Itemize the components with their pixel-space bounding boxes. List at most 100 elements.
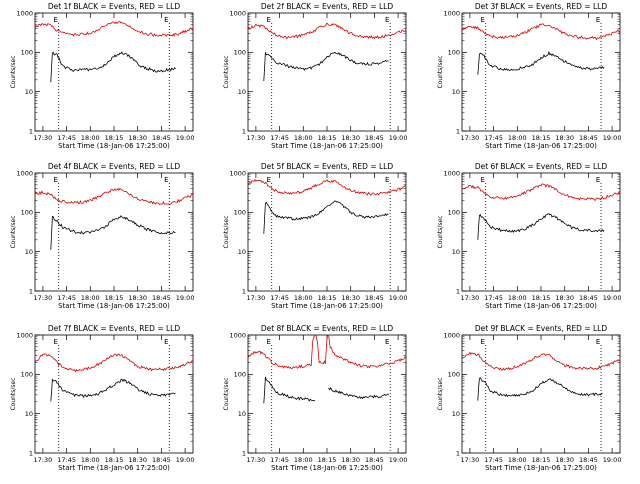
chart-5-ytick-label: 1	[242, 287, 246, 295]
chart-5-xtick-label: 18:00	[294, 294, 313, 302]
chart-3-ylabel: Counts/sec	[437, 55, 444, 88]
chart-2-series-lld	[247, 22, 407, 40]
chart-6-xtick-label: 19:00	[603, 294, 622, 302]
chart-5-ylabel: Counts/sec	[223, 215, 230, 248]
chart-2-ylabel: Counts/sec	[223, 55, 230, 88]
chart-7-ytick-label: 100	[21, 371, 33, 379]
chart-5-series-lld	[247, 178, 407, 196]
chart-3-marker-label: E	[596, 16, 600, 24]
chart-2-ytick-label: 1000	[229, 9, 246, 17]
chart-5-xtick-label: 19:00	[389, 294, 408, 302]
chart-6-xtick-label: 17:30	[461, 294, 480, 302]
chart-6-ytick-label: 100	[448, 209, 460, 217]
chart-3-ytick-label: 100	[448, 49, 460, 57]
chart-5-title: Det 5f BLACK = Events, RED = LLD	[261, 162, 394, 171]
chart-9-title: Det 9f BLACK = Events, RED = LLD	[475, 324, 608, 333]
chart-7-ytick-label: 10	[25, 410, 33, 418]
chart-8-xtick-label: 18:00	[294, 456, 313, 464]
chart-1-series-lld	[34, 21, 194, 37]
chart-4-xtick-label: 19:00	[176, 294, 195, 302]
chart-1: Det 1f BLACK = Events, RED = LLD 1 10 100 10…	[10, 2, 194, 150]
chart-8-ytick-label: 1000	[229, 331, 246, 339]
chart-9-xtick-label: 18:30	[555, 456, 574, 464]
chart-5-ytick-label: 100	[234, 209, 246, 217]
chart-6-ytick-label: 1	[456, 287, 460, 295]
chart-2: Det 2f BLACK = Events, RED = LLD 1 10 100 10…	[223, 2, 407, 150]
chart-2-ytick-label: 1	[242, 127, 246, 135]
chart-9-xtick-label: 18:00	[508, 456, 527, 464]
chart-6-ytick-label: 10	[452, 248, 460, 256]
chart-3-ytick-label: 10	[452, 88, 460, 96]
chart-8-ytick-label: 1	[242, 449, 246, 457]
chart-7-xtick-label: 17:45	[57, 456, 76, 464]
chart-1-xlabel: Start Time (18-Jan-06 17:25:00)	[58, 142, 170, 150]
chart-6-xtick-label: 18:30	[555, 294, 574, 302]
chart-9-ytick-label: 100	[448, 371, 460, 379]
chart-9-ytick-label: 1	[456, 449, 460, 457]
chart-6-marker-label: E	[596, 176, 600, 184]
chart-5-xtick-label: 17:30	[247, 294, 266, 302]
chart-4-series-lld	[34, 187, 194, 206]
chart-4-xtick-label: 17:30	[34, 294, 53, 302]
chart-1-xtick-label: 19:00	[176, 134, 195, 142]
chart-9: Det 9f BLACK = Events, RED = LLD 1 10 100 10…	[437, 324, 621, 472]
chart-1-xtick-label: 17:45	[57, 134, 76, 142]
chart-4-marker-label: E	[53, 176, 57, 184]
chart-6-marker-label: E	[480, 176, 484, 184]
chart-8-marker-label: E	[266, 338, 270, 346]
chart-1-ytick-label: 1000	[16, 9, 33, 17]
chart-8-series-events	[263, 376, 316, 404]
chart-1-marker-label: E	[164, 16, 168, 24]
chart-6-xtick-label: 18:15	[532, 294, 551, 302]
chart-4-xtick-label: 17:45	[57, 294, 76, 302]
chart-6-xlabel: Start Time (18-Jan-06 17:25:00)	[485, 302, 597, 310]
chart-7-marker-label: E	[164, 338, 168, 346]
chart-6-series-events	[477, 213, 605, 240]
chart-6-ylabel: Counts/sec	[437, 215, 444, 248]
chart-5-ytick-label: 1000	[229, 169, 246, 177]
chart-4-xtick-label: 18:30	[128, 294, 147, 302]
chart-2-ytick-label: 100	[234, 49, 246, 57]
chart-4-xtick-label: 18:15	[105, 294, 124, 302]
chart-2-ytick-label: 10	[238, 88, 246, 96]
chart-6-ytick-label: 1000	[443, 169, 460, 177]
chart-8-series-lld	[247, 334, 407, 369]
chart-9-xtick-label: 19:00	[603, 456, 622, 464]
chart-9-marker-label: E	[596, 338, 600, 346]
chart-7-series-lld	[34, 353, 194, 373]
chart-3-xtick-label: 19:00	[603, 134, 622, 142]
chart-8-ylabel: Counts/sec	[223, 377, 230, 410]
chart-1-xtick-label: 18:30	[128, 134, 147, 142]
chart-4-series-events	[50, 215, 176, 250]
chart-4-xlabel: Start Time (18-Jan-06 17:25:00)	[58, 302, 170, 310]
chart-3-series-events	[477, 50, 605, 75]
chart-3-xtick-label: 17:45	[484, 134, 503, 142]
chart-2-title: Det 2f BLACK = Events, RED = LLD	[261, 2, 394, 11]
chart-7-xtick-label: 19:00	[176, 456, 195, 464]
chart-1-series-events	[50, 51, 176, 83]
chart-1-xtick-label: 17:30	[34, 134, 53, 142]
chart-6-title: Det 6f BLACK = Events, RED = LLD	[475, 162, 608, 171]
chart-3-series-lld	[461, 23, 621, 41]
chart-4-marker-label: E	[164, 176, 168, 184]
chart-6-xtick-label: 17:45	[484, 294, 503, 302]
chart-8-xtick-label: 18:15	[318, 456, 337, 464]
chart-9-xtick-label: 17:45	[484, 456, 503, 464]
chart-8-xtick-label: 17:45	[270, 456, 289, 464]
chart-6-xtick-label: 18:45	[579, 294, 598, 302]
chart-9-series-lld	[461, 351, 621, 371]
chart-7-xtick-label: 18:15	[105, 456, 124, 464]
chart-7-ytick-label: 1000	[16, 331, 33, 339]
chart-3-xtick-label: 18:00	[508, 134, 527, 142]
chart-8-series-events	[328, 386, 389, 400]
chart-7-xlabel: Start Time (18-Jan-06 17:25:00)	[58, 464, 170, 472]
chart-4-ytick-label: 100	[21, 209, 33, 217]
chart-2-marker-label: E	[385, 16, 389, 24]
chart-5-ytick-label: 10	[238, 248, 246, 256]
chart-6-xtick-label: 18:00	[508, 294, 527, 302]
chart-2-xtick-label: 18:30	[341, 134, 360, 142]
chart-8: Det 8f BLACK = Events, RED = LLD 1 10 100 10…	[223, 324, 407, 472]
chart-9-ylabel: Counts/sec	[437, 377, 444, 410]
chart-3-xtick-label: 18:45	[579, 134, 598, 142]
